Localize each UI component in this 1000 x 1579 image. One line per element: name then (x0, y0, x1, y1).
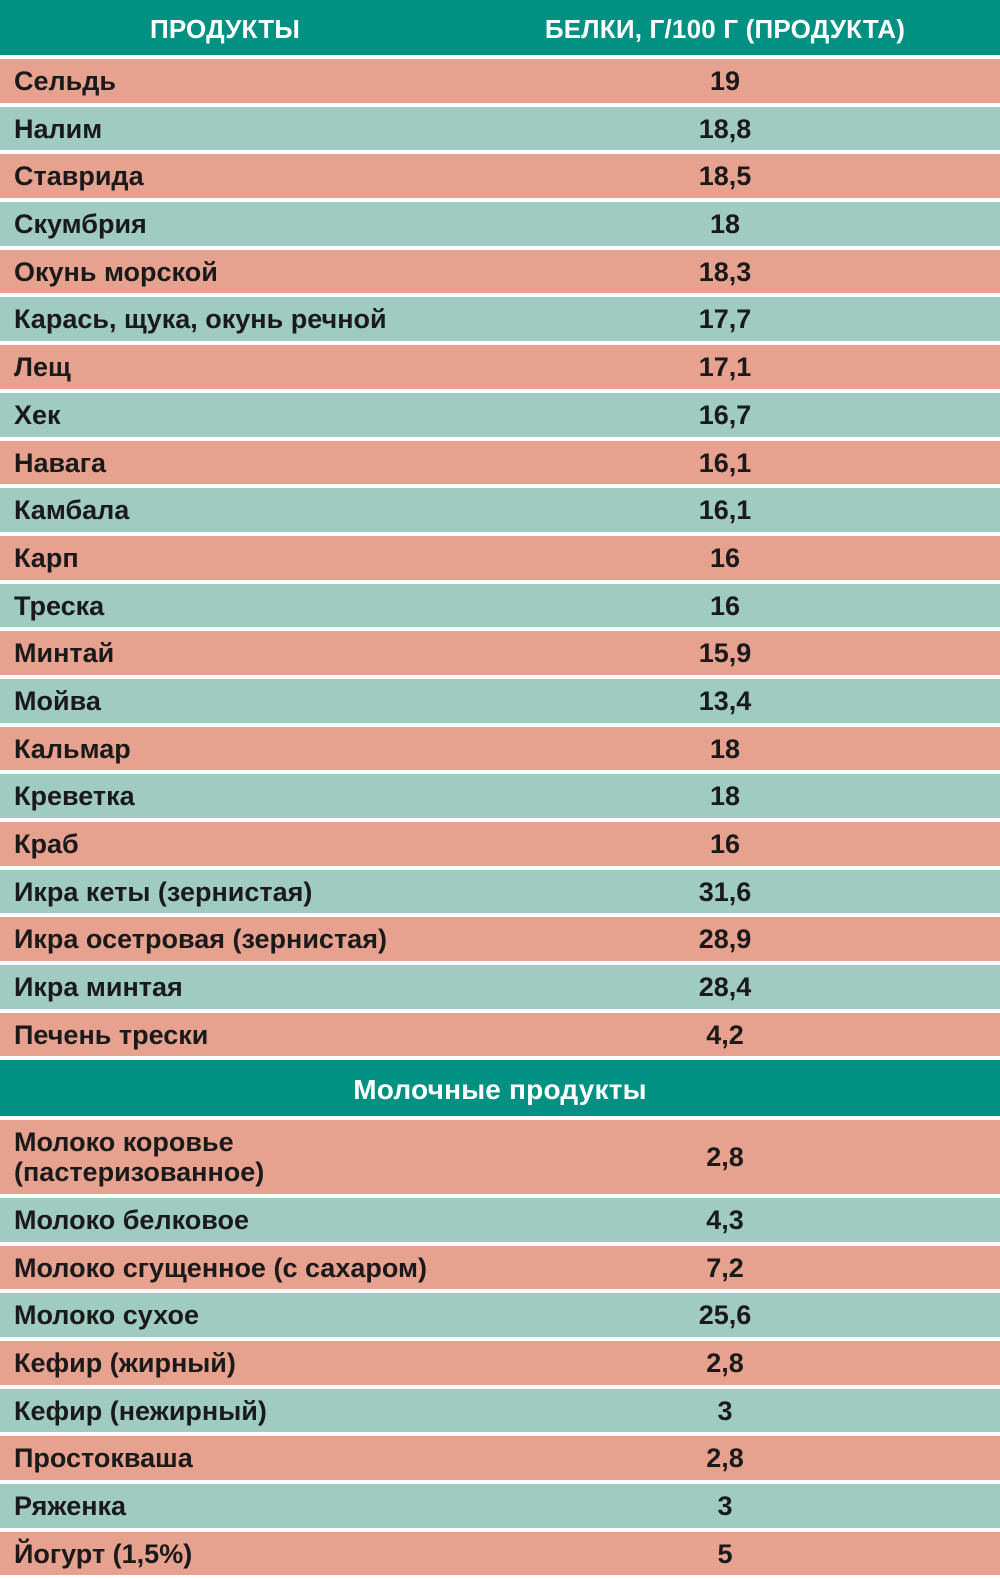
table-row: Лещ17,1 (0, 345, 1000, 389)
product-name: Ставрида (0, 154, 450, 198)
protein-value: 2,8 (450, 1436, 1000, 1480)
product-name: Молоко сгущенное (с сахаром) (0, 1246, 450, 1290)
table-row: Краб16 (0, 822, 1000, 866)
product-name: Треска (0, 584, 450, 628)
protein-value: 18 (450, 727, 1000, 771)
product-name: Мойва (0, 679, 450, 723)
table-row: Ряженка3 (0, 1484, 1000, 1528)
table-row: Окунь морской18,3 (0, 250, 1000, 294)
table-row: Минтай15,9 (0, 631, 1000, 675)
product-name: Лещ (0, 345, 450, 389)
product-name: Налим (0, 107, 450, 151)
product-name: Молоко коровье (пастеризованное) (0, 1120, 450, 1193)
protein-value: 4,3 (450, 1198, 1000, 1242)
protein-value: 7,2 (450, 1246, 1000, 1290)
table-header-row: ПРОДУКТЫБЕЛКИ, Г/100 Г (ПРОДУКТА) (0, 0, 1000, 55)
protein-value: 13,4 (450, 679, 1000, 723)
table-row: Треска16 (0, 584, 1000, 628)
product-name: Хек (0, 393, 450, 437)
table-row: Икра осетровая (зернистая)28,9 (0, 917, 1000, 961)
product-name: Икра минтая (0, 965, 450, 1009)
protein-value: 16,1 (450, 441, 1000, 485)
protein-value: 16 (450, 536, 1000, 580)
protein-value: 3 (450, 1389, 1000, 1433)
section-header-row: Молочные продукты (0, 1060, 1000, 1116)
protein-value: 25,6 (450, 1293, 1000, 1337)
protein-value: 31,6 (450, 870, 1000, 914)
table-row: Молоко сухое25,6 (0, 1293, 1000, 1337)
table-row: Мойва13,4 (0, 679, 1000, 723)
protein-value: 16 (450, 822, 1000, 866)
table-row: Йогурт (1,5%)5 (0, 1532, 1000, 1576)
product-name: Молоко сухое (0, 1293, 450, 1337)
product-name: Карась, щука, окунь речной (0, 297, 450, 341)
protein-value: 18,5 (450, 154, 1000, 198)
protein-value: 2,8 (450, 1341, 1000, 1385)
protein-value: 17,7 (450, 297, 1000, 341)
protein-value: 3 (450, 1484, 1000, 1528)
product-name: Краб (0, 822, 450, 866)
protein-value: 2,8 (450, 1120, 1000, 1193)
protein-value: 15,9 (450, 631, 1000, 675)
protein-value: 5 (450, 1532, 1000, 1576)
table-row: Хек16,7 (0, 393, 1000, 437)
table-row: Молоко коровье (пастеризованное)2,8 (0, 1120, 1000, 1193)
product-name: Йогурт (1,5%) (0, 1532, 450, 1576)
table-row: Молоко белковое4,3 (0, 1198, 1000, 1242)
column-header: БЕЛКИ, Г/100 Г (ПРОДУКТА) (450, 0, 1000, 55)
protein-value: 18,3 (450, 250, 1000, 294)
table-row: Налим18,8 (0, 107, 1000, 151)
product-name: Креветка (0, 774, 450, 818)
product-name: Икра кеты (зернистая) (0, 870, 450, 914)
product-name: Скумбрия (0, 202, 450, 246)
protein-value: 4,2 (450, 1013, 1000, 1057)
protein-value: 18,8 (450, 107, 1000, 151)
product-name: Сельдь (0, 59, 450, 103)
table-row: Камбала16,1 (0, 488, 1000, 532)
product-name: Простокваша (0, 1436, 450, 1480)
product-name: Камбала (0, 488, 450, 532)
table-row: Ставрида18,5 (0, 154, 1000, 198)
protein-value: 18 (450, 774, 1000, 818)
product-name: Кефир (жирный) (0, 1341, 450, 1385)
section-title: Молочные продукты (0, 1060, 1000, 1116)
product-name: Кефир (нежирный) (0, 1389, 450, 1433)
product-name: Печень трески (0, 1013, 450, 1057)
column-header: ПРОДУКТЫ (0, 0, 450, 55)
protein-value: 28,4 (450, 965, 1000, 1009)
protein-value: 16 (450, 584, 1000, 628)
protein-value: 19 (450, 59, 1000, 103)
table-row: Кальмар18 (0, 727, 1000, 771)
protein-value: 28,9 (450, 917, 1000, 961)
product-name: Окунь морской (0, 250, 450, 294)
table-row: Сельдь19 (0, 59, 1000, 103)
protein-value: 17,1 (450, 345, 1000, 389)
product-name: Икра осетровая (зернистая) (0, 917, 450, 961)
table-row: Кефир (жирный)2,8 (0, 1341, 1000, 1385)
product-name: Молоко белковое (0, 1198, 450, 1242)
table-row: Печень трески4,2 (0, 1013, 1000, 1057)
table-row: Карп16 (0, 536, 1000, 580)
product-name: Навага (0, 441, 450, 485)
table-row: Креветка18 (0, 774, 1000, 818)
table-row: Кефир (нежирный)3 (0, 1389, 1000, 1433)
protein-table: ПРОДУКТЫБЕЛКИ, Г/100 Г (ПРОДУКТА)Сельдь1… (0, 0, 1000, 1579)
table-row: Скумбрия18 (0, 202, 1000, 246)
protein-value: 16,1 (450, 488, 1000, 532)
product-name: Кальмар (0, 727, 450, 771)
table-row: Простокваша2,8 (0, 1436, 1000, 1480)
product-name: Минтай (0, 631, 450, 675)
product-name: Карп (0, 536, 450, 580)
table-row: Молоко сгущенное (с сахаром)7,2 (0, 1246, 1000, 1290)
table-row: Икра кеты (зернистая)31,6 (0, 870, 1000, 914)
table-row: Икра минтая28,4 (0, 965, 1000, 1009)
table-row: Карась, щука, окунь речной17,7 (0, 297, 1000, 341)
protein-value: 18 (450, 202, 1000, 246)
protein-value: 16,7 (450, 393, 1000, 437)
product-name: Ряженка (0, 1484, 450, 1528)
table-row: Навага16,1 (0, 441, 1000, 485)
